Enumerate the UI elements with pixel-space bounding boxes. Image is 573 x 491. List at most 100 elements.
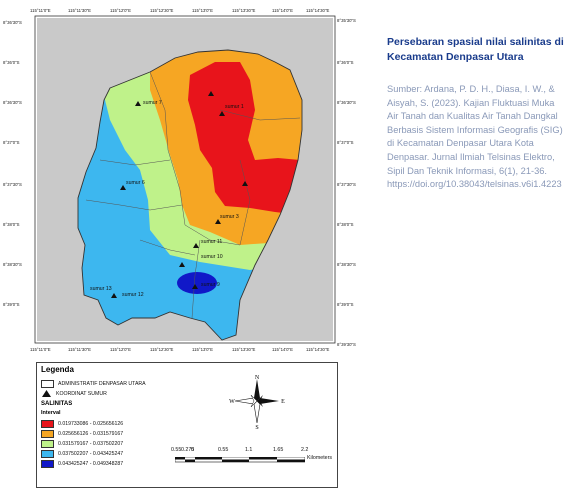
- scalebar-tick-label: 0.55: [218, 447, 229, 453]
- legend-swatch: [41, 430, 54, 438]
- map-panel: sumur 7 sumur 1 sumur 6 sumur 3 sumur 11: [3, 8, 356, 488]
- zone-class-1: [188, 62, 300, 215]
- well-marker: sumur 6: [120, 180, 248, 190]
- well-label: sumur 12: [122, 292, 144, 298]
- bottom-tick-labels: 115°11'0"E 115°11'30"E 115°12'0"E 115°12…: [30, 347, 329, 352]
- tick-label: 115°14'0"E: [272, 347, 293, 352]
- well-label: sumur 11: [201, 239, 222, 245]
- tick-label: 115°11'30"E: [68, 8, 91, 13]
- legend-swatch: [41, 420, 54, 428]
- tick-label: 8°36'30"S: [3, 20, 22, 25]
- tick-label: 8°36'30"S: [337, 100, 356, 105]
- info-title: Persebaran spasial nilai salinitas di Ke…: [387, 36, 564, 63]
- salinity-title: SALINITAS: [41, 401, 73, 407]
- well-triangle-icon: [120, 185, 126, 190]
- tick-label: 115°14'0"E: [272, 8, 293, 13]
- legend-label: 0.019733086 - 0.025656126: [58, 421, 124, 427]
- district-boundary: [77, 49, 303, 341]
- well-triangle-icon: [215, 219, 221, 224]
- well-marker: sumur 1: [208, 91, 244, 116]
- scalebar-bar: [175, 457, 305, 463]
- tick-label: 8°38'30"S: [337, 262, 356, 267]
- info-source: Sumber: Ardana, P. D. H., Diasa, I. W., …: [387, 84, 563, 190]
- tick-label: 8°35'30"S: [337, 18, 356, 23]
- tick-label: 8°36'0"S: [3, 60, 20, 65]
- compass-north-label: N: [255, 375, 260, 381]
- well-label: sumur 6: [126, 180, 145, 186]
- tick-label: 115°12'0"E: [110, 8, 131, 13]
- tick-label: 115°11'0"E: [30, 8, 51, 13]
- well-triangle-icon: [111, 293, 117, 298]
- scalebar-tick-label: 0.55: [171, 447, 182, 453]
- scalebar-tick-label: 1.65: [273, 447, 284, 453]
- tick-label: 115°14'30"E: [306, 347, 329, 352]
- scalebar: 0.55 0.275 0 0.55 1.1 1.65 2.2 Kilometers: [171, 447, 335, 475]
- well-markers: sumur 7 sumur 1 sumur 6 sumur 3 sumur 11: [90, 91, 248, 298]
- legend-label: 0.037502207 - 0.043425247: [58, 451, 124, 457]
- well-triangle-icon: [135, 101, 141, 106]
- well-triangle-icon: [42, 390, 51, 397]
- tick-label: 8°37'30"S: [337, 182, 356, 187]
- compass-east-label: E: [281, 399, 285, 405]
- admin-boundary-swatch: [41, 380, 54, 388]
- right-tick-labels: 8°35'30"S 8°36'0"S 8°36'30"S 8°37'0"S 8°…: [337, 18, 356, 347]
- tick-label: 115°13'30"E: [232, 8, 255, 13]
- well-marker: sumur 12: [122, 292, 144, 298]
- well-label: sumur 13: [90, 286, 112, 292]
- scalebar-tick-label: 0: [191, 447, 194, 453]
- scalebar-tick-label: 1.1: [245, 447, 253, 453]
- interval-title: Interval: [41, 410, 61, 416]
- tick-label: 115°11'30"E: [68, 347, 91, 352]
- tick-label: 8°38'0"S: [337, 222, 354, 227]
- well-triangle-icon: [208, 91, 214, 96]
- well-label: sumur 10: [201, 254, 223, 260]
- well-marker: sumur 10: [179, 254, 223, 267]
- tick-label: 115°13'0"E: [192, 347, 213, 352]
- scalebar-tick-label: 2.2: [301, 447, 309, 453]
- legend-label: 0.031579167 - 0.037502207: [58, 441, 124, 447]
- legend-class-row: 0.025656126 - 0.031579167: [41, 430, 123, 438]
- left-tick-labels: 8°36'30"S 8°36'0"S 8°36'30"S 8°37'0"S 8°…: [3, 20, 22, 307]
- tick-label: 8°37'30"S: [3, 182, 22, 187]
- well-label: sumur 1: [225, 104, 244, 110]
- well-label: sumur 7: [143, 100, 162, 106]
- legend-class-row: 0.019733086 - 0.025656126: [41, 420, 123, 428]
- compass-south-label: S: [255, 425, 258, 429]
- tick-label: 8°39'0"S: [337, 302, 354, 307]
- map-legend: Legenda ADMINISTRATIF DENPASAR UTARA KOO…: [36, 362, 338, 488]
- north-arrow-icon: N S E W: [229, 375, 285, 429]
- tick-label: 115°14'30"E: [306, 8, 329, 13]
- legend-class-row: 0.043425247 - 0.049348287: [41, 460, 123, 468]
- tick-label: 115°12'30"E: [150, 347, 173, 352]
- well-triangle-icon: [179, 262, 185, 267]
- well-triangle-icon: [242, 181, 248, 186]
- scalebar-tick-label: 0.275: [181, 447, 195, 453]
- tick-label: 8°38'0"S: [3, 222, 20, 227]
- village-boundaries: [85, 71, 301, 319]
- legend-swatch: [41, 440, 54, 448]
- map-frame: sumur 7 sumur 1 sumur 6 sumur 3 sumur 11: [3, 8, 356, 352]
- well-marker: sumur 3: [215, 214, 239, 224]
- legend-swatch: [41, 450, 54, 458]
- legend-swatch: [41, 460, 54, 468]
- scalebar-unit: Kilometers: [307, 455, 333, 461]
- tick-label: 8°38'30"S: [3, 262, 22, 267]
- tick-label: 8°39'30"S: [337, 342, 356, 347]
- tick-label: 115°13'30"E: [232, 347, 255, 352]
- well-triangle-icon: [193, 243, 199, 248]
- tick-label: 115°11'0"E: [30, 347, 51, 352]
- well-marker: sumur 13: [90, 286, 117, 298]
- tick-label: 115°12'0"E: [110, 347, 131, 352]
- tick-label: 8°37'0"S: [3, 140, 20, 145]
- legend-title: Legenda: [41, 365, 74, 374]
- compass-west-label: W: [229, 399, 235, 405]
- legend-admin-row: ADMINISTRATIF DENPASAR UTARA: [41, 380, 146, 388]
- legend-class-row: 0.037502207 - 0.043425247: [41, 450, 123, 458]
- tick-label: 8°36'0"S: [337, 60, 354, 65]
- zone-class-5: [177, 272, 217, 294]
- well-triangle-icon: [219, 111, 225, 116]
- top-tick-labels: 115°11'0"E 115°11'30"E 115°12'0"E 115°12…: [30, 8, 329, 13]
- well-marker: sumur 9: [192, 282, 220, 289]
- tick-label: 8°39'0"S: [3, 302, 20, 307]
- well-marker: sumur 7: [135, 100, 162, 106]
